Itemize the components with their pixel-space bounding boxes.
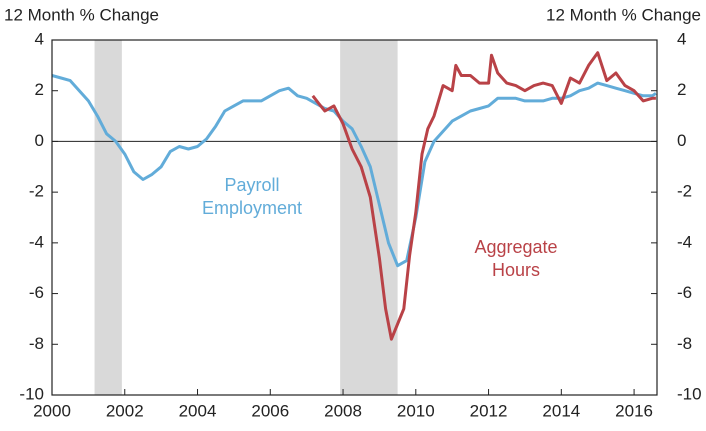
x-tick-label: 2008 — [324, 401, 362, 420]
y2-tick-label: 0 — [677, 131, 686, 150]
recession-shade — [94, 40, 122, 395]
y2-tick-label: 4 — [677, 29, 686, 48]
y2-tick-label: 2 — [677, 80, 686, 99]
y-axis-label: 12 Month % Change — [4, 5, 159, 24]
y-tick-label: -10 — [19, 384, 44, 403]
x-tick-label: 2012 — [470, 401, 508, 420]
y-tick-label: -6 — [29, 283, 44, 302]
y-tick-label: 2 — [35, 80, 44, 99]
x-tick-label: 2002 — [106, 401, 144, 420]
y-tick-label: -2 — [29, 182, 44, 201]
x-tick-label: 2000 — [33, 401, 71, 420]
y-tick-label: -4 — [29, 232, 44, 251]
y-tick-label: 4 — [35, 29, 44, 48]
x-tick-label: 2006 — [251, 401, 289, 420]
series-label: Payroll Employment — [202, 175, 302, 218]
x-tick-label: 2004 — [179, 401, 217, 420]
y2-tick-label: -4 — [677, 232, 692, 251]
series-label: Aggregate Hours — [474, 237, 557, 280]
y2-axis-label: 12 Month % Change — [546, 5, 701, 24]
y-tick-label: 0 — [35, 131, 44, 150]
y-tick-label: -8 — [29, 334, 44, 353]
x-tick-label: 2014 — [542, 401, 580, 420]
y2-tick-label: -10 — [677, 384, 702, 403]
y2-tick-label: -6 — [677, 283, 692, 302]
plot-frame — [51, 39, 658, 396]
y2-tick-label: -8 — [677, 334, 692, 353]
x-tick-label: 2010 — [397, 401, 435, 420]
series-line — [311, 51, 656, 341]
y2-tick-label: -2 — [677, 182, 692, 201]
recession-shade — [340, 40, 398, 395]
x-tick-label: 2016 — [615, 401, 653, 420]
